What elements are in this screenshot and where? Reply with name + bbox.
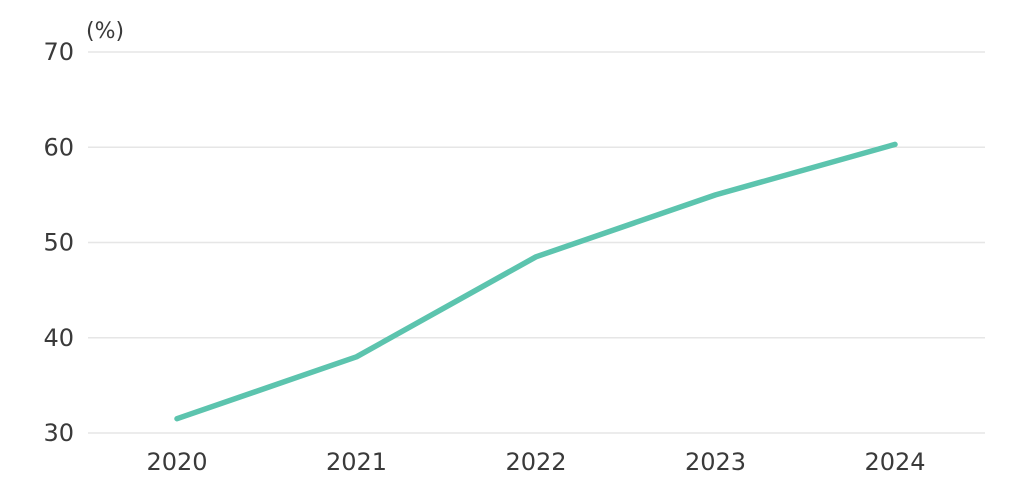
x-tick-label-2021: 2021: [326, 448, 387, 476]
series-layer: [177, 144, 895, 419]
y-axis-unit-label: (%): [86, 19, 124, 44]
x-tick-label-2023: 2023: [685, 448, 746, 476]
y-tick-label-50: 50: [43, 229, 74, 257]
y-tick-label-30: 30: [43, 419, 74, 447]
x-axis-tick-labels: 2020 2021 2022 2023 2024: [146, 448, 925, 476]
x-tick-label-2022: 2022: [505, 448, 566, 476]
y-tick-label-40: 40: [43, 324, 74, 352]
y-tick-label-70: 70: [43, 38, 74, 66]
series-line-0: [177, 144, 895, 418]
y-axis-tick-labels: 30 40 50 60 70: [43, 38, 74, 447]
y-tick-label-60: 60: [43, 133, 74, 161]
grid-lines: [88, 52, 985, 433]
x-tick-label-2024: 2024: [864, 448, 925, 476]
x-tick-label-2020: 2020: [146, 448, 207, 476]
